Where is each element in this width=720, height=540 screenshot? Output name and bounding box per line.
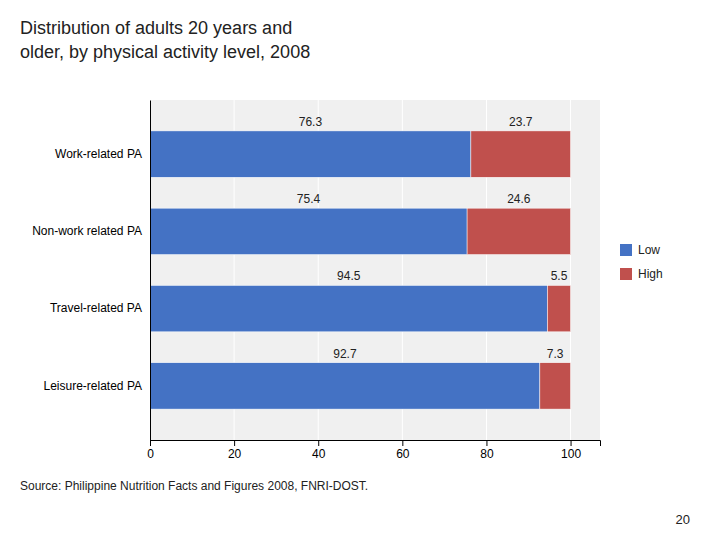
title: older, by physical activity level, 2008 [20, 42, 310, 62]
title: Distribution of adults 20 years and [20, 18, 292, 38]
series [467, 131, 570, 409]
tick-mark [486, 440, 487, 446]
tick-label: 0 [147, 447, 154, 461]
data-label: 75.4 [297, 192, 321, 206]
tick: Leisure-related PA [44, 379, 151, 393]
tick-label: Travel-related PA [50, 301, 142, 315]
tick-label: Non-work related PA [32, 224, 142, 238]
axis-line [151, 441, 601, 447]
bars [150, 131, 571, 409]
tick-mark [234, 440, 235, 446]
tick-label: 80 [480, 447, 494, 461]
tick-label: Work-related PA [55, 147, 142, 161]
tick: 100 [561, 440, 581, 461]
legend-label: Low [638, 243, 660, 257]
data-label: 23.7 [509, 115, 533, 129]
x-axis: 0 20 40 60 80 100 [147, 440, 600, 461]
tick-mark [402, 440, 403, 446]
chart: Distribution of adults 20 years and older… [0, 0, 720, 540]
data-label: 92.7 [333, 347, 357, 361]
bar [540, 363, 571, 409]
bar [467, 208, 570, 254]
axis-line [150, 101, 151, 441]
data-label: 5.5 [551, 269, 568, 283]
grid-line [150, 100, 151, 440]
legend-item: High [620, 267, 663, 281]
data-label: 24.6 [507, 192, 531, 206]
data-label: 76.3 [299, 115, 323, 129]
data-label: 94.5 [337, 269, 361, 283]
plot-background [150, 100, 600, 440]
legend-item: Low [620, 243, 660, 257]
y-axis: Work-related PA Non-work related PA Travel… [32, 101, 150, 441]
tick-label: 100 [561, 447, 581, 461]
tick-mark [150, 440, 151, 446]
tick: Travel-related PA [50, 301, 150, 315]
page-number: 20 [676, 512, 690, 527]
tick: 0 [147, 440, 154, 461]
plot: 76.3 75.4 94.5 92.7 23.7 24.6 5.5 7.3 0 20 40 60 80 1… [32, 100, 600, 461]
tick: Non-work related PA [32, 224, 150, 238]
legend: Low High [620, 243, 663, 281]
bar [471, 131, 571, 177]
tick-label: 60 [396, 447, 410, 461]
tick: 20 [228, 440, 242, 461]
bar [150, 285, 547, 331]
tick: Work-related PA [55, 147, 150, 161]
grid [150, 100, 571, 440]
data-labels: 76.3 75.4 94.5 92.7 23.7 24.6 5.5 7.3 [297, 115, 568, 361]
legend-swatch [620, 268, 632, 280]
bar [150, 131, 471, 177]
tick-mark [318, 440, 319, 446]
tick-mark [571, 440, 572, 446]
data-label: 7.3 [547, 347, 564, 361]
legend-swatch [620, 244, 632, 256]
bar [150, 363, 540, 409]
bar [150, 208, 467, 254]
tick: 80 [480, 440, 494, 461]
tick: 40 [312, 440, 326, 461]
bar [547, 285, 570, 331]
legend-label: High [638, 267, 663, 281]
tick-label: Leisure-related PA [44, 379, 143, 393]
tick-label: 40 [312, 447, 326, 461]
tick: 60 [396, 440, 410, 461]
tick-label: 20 [228, 447, 242, 461]
source: Source: Philippine Nutrition Facts and F… [20, 479, 368, 493]
